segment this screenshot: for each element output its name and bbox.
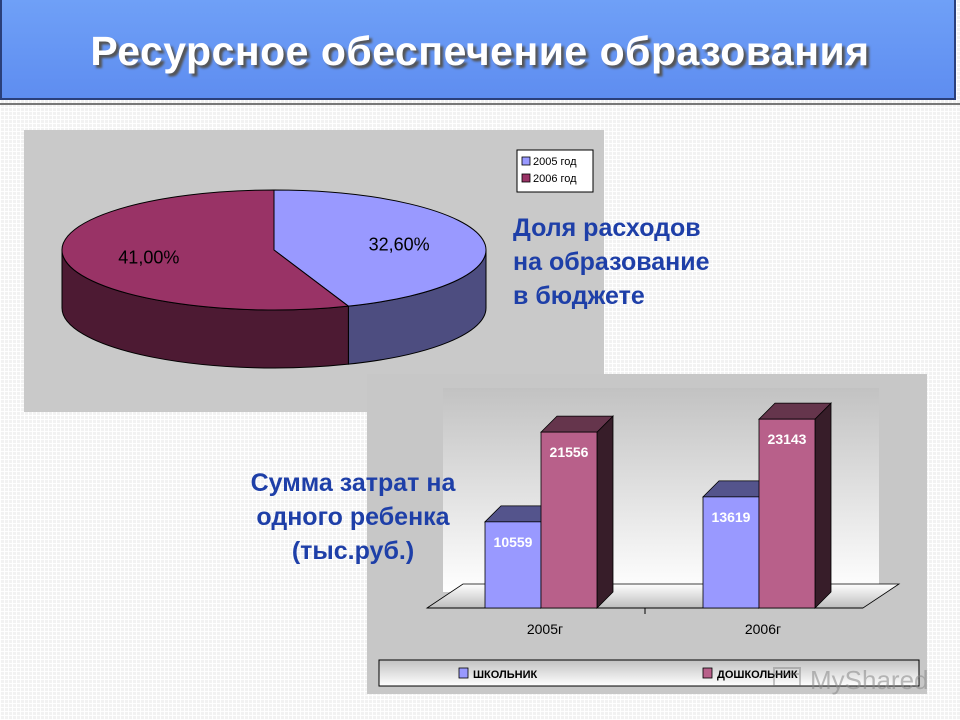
x-tick-label: 2006г [745,621,781,637]
pie-caption: Доля расходов на образование в бюджете [513,211,710,313]
bar-data-label: 21556 [550,444,589,460]
bar [540,431,598,609]
bar-caption-line: (тыс.руб.) [291,537,415,565]
bar-data-label: 10559 [494,534,533,550]
pie-legend-label: 2006 год [533,173,577,185]
pie-slice [61,189,350,311]
bar-side [596,415,614,609]
bar [758,418,816,609]
bar-legend: ШКОЛЬНИК ДОШКОЛЬНИК [378,659,920,687]
bar-data-label: 13619 [712,509,751,525]
bar-legend-swatch [702,667,713,679]
pie-caption-line: Доля расходов [513,214,701,242]
bar [702,496,760,609]
pie-data-label: 41,00% [118,247,179,267]
pie-legend-label: 2005 год [533,156,577,168]
slide-title: Ресурсное обеспечение образования [90,28,870,74]
bar-legend-swatch [458,667,469,679]
pie-slice [273,189,487,307]
pie-legend: 2005 год 2006 год [516,149,594,193]
title-bar: Ресурсное обеспечение образования [0,0,956,100]
watermark-icon [773,667,801,687]
watermark-text: MyShared [810,665,929,695]
pie-chart: 32,60% 41,00% 2005 год 2006 год [61,149,594,369]
bar-chart: 10559 21556 2005г 13619 23143 2006г ШКОЛЬНИК ДО… [378,388,920,687]
bar-legend-label: ДОШКОЛЬНИК [717,669,798,681]
bar-legend-box [378,659,920,687]
x-tick-label: 2005г [527,621,563,637]
bar-caption-line: одного ребенка [256,503,450,531]
title-rule [0,103,960,105]
bar-side [814,402,832,609]
bar-caption-line: Сумма затрат на [250,469,456,497]
pie-caption-line: на образование [513,248,710,276]
pie-legend-swatch [521,173,531,183]
bar-caption: Сумма затрат на одного ребенка (тыс.руб.… [208,466,498,568]
watermark-logo: MyShared [773,665,929,695]
pie-data-label: 32,60% [369,235,430,255]
bar-data-label: 23143 [768,431,807,447]
pie-caption-line: в бюджете [513,282,645,310]
pie-legend-swatch [521,156,531,166]
bar-legend-label: ШКОЛЬНИК [473,669,538,681]
